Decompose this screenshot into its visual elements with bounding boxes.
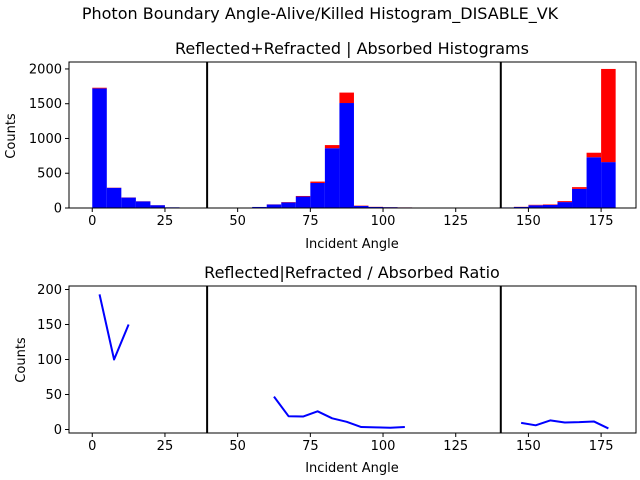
histogram-bar-alive-95 xyxy=(368,206,384,208)
histogram-bar-alive-80 xyxy=(324,148,340,208)
histogram-bar-killed-80 xyxy=(324,145,340,149)
histogram-bar-alive-5 xyxy=(106,187,122,208)
histogram-bar-alive-60 xyxy=(266,204,282,208)
histogram-bar-killed-165 xyxy=(572,187,587,189)
ratio-panel: Reflected|Refracted / Absorbed Ratio 0 25… xyxy=(14,263,637,476)
ratio-x-tick-label-150: 150 xyxy=(516,439,541,454)
ratio-line-segment-1 xyxy=(98,294,130,361)
ratio-x-tick-label-50: 50 xyxy=(229,439,246,454)
histogram-x-tick-label-25: 25 xyxy=(157,214,174,229)
histogram-bar-killed-70 xyxy=(295,195,311,197)
histogram-y-tick-label-0: 0 xyxy=(54,202,62,217)
histogram-bar-alive-155 xyxy=(542,204,558,208)
histogram-bar-alive-20 xyxy=(150,205,165,208)
histogram-bar-alive-175 xyxy=(601,162,616,208)
figure-suptitle: Photon Boundary Angle-Alive/Killed Histo… xyxy=(82,4,559,24)
ratio-x-tick-label-25: 25 xyxy=(157,439,174,454)
histogram-marks xyxy=(92,62,616,208)
histogram-bar-alive-165 xyxy=(572,188,587,208)
histogram-bar-alive-170 xyxy=(586,157,602,208)
ratio-x-tick-label-125: 125 xyxy=(443,439,468,454)
histogram-plot-area: 0 25 50 75 100 125 150 175 0 500 1000 1500 2000 xyxy=(29,61,637,229)
ratio-y-tick-label-200: 200 xyxy=(37,283,62,298)
ratio-marks xyxy=(98,286,609,433)
ratio-line-segment-2 xyxy=(273,396,405,429)
ratio-x-tick-label-75: 75 xyxy=(302,439,319,454)
histogram-y-tick-label-1500: 1500 xyxy=(29,97,62,112)
histogram-axes-frame xyxy=(68,61,637,209)
histogram-bar-alive-90 xyxy=(353,205,369,208)
ratio-line-segment-3 xyxy=(520,419,609,430)
histogram-bar-killed-160 xyxy=(557,201,573,203)
histogram-x-tick-label-100: 100 xyxy=(371,214,396,229)
histogram-x-tick-label-150: 150 xyxy=(516,214,541,229)
histogram-title: Reflected+Refracted | Absorbed Histogram… xyxy=(175,39,529,58)
histogram-bar-alive-145 xyxy=(513,206,529,208)
histogram-bar-alive-85 xyxy=(339,103,354,208)
histogram-bar-killed-175 xyxy=(601,68,616,163)
ratio-y-axis-label: Counts xyxy=(14,337,29,383)
histogram-bar-alive-10 xyxy=(121,197,136,208)
histogram-x-tick-label-50: 50 xyxy=(229,214,246,229)
histogram-bar-alive-55 xyxy=(252,206,267,208)
ratio-x-tick-label-175: 175 xyxy=(589,439,614,454)
histogram-y-tick-label-2000: 2000 xyxy=(29,62,62,77)
histogram-x-tick-label-75: 75 xyxy=(302,214,319,229)
histogram-bar-alive-160 xyxy=(557,202,573,208)
histogram-bar-killed-170 xyxy=(586,152,602,158)
histogram-y-tick-label-500: 500 xyxy=(37,167,62,182)
histogram-y-tick-label-1000: 1000 xyxy=(29,132,62,147)
ratio-x-tick-label-100: 100 xyxy=(371,439,396,454)
histogram-bar-killed-75 xyxy=(310,181,325,183)
histogram-bar-killed-85 xyxy=(339,92,354,104)
histogram-y-axis-label: Counts xyxy=(4,113,19,159)
histogram-bar-alive-75 xyxy=(310,182,325,208)
ratio-y-tick-label-100: 100 xyxy=(37,353,62,368)
ratio-y-tick-label-50: 50 xyxy=(45,388,62,403)
ratio-plot-area: 0 25 50 75 100 125 150 175 0 50 100 150 200 xyxy=(37,283,637,454)
histogram-bar-alive-150 xyxy=(528,205,543,208)
histogram-bar-alive-70 xyxy=(295,196,311,208)
ratio-x-tick-label-0: 0 xyxy=(88,439,96,454)
histogram-bar-alive-15 xyxy=(135,201,151,208)
histogram-x-tick-label-125: 125 xyxy=(443,214,468,229)
histogram-x-tick-label-175: 175 xyxy=(589,214,614,229)
histogram-bar-alive-0 xyxy=(92,88,107,208)
histogram-bar-killed-0 xyxy=(92,87,107,89)
ratio-y-tick-label-0: 0 xyxy=(54,423,62,438)
ratio-title: Reflected|Refracted / Absorbed Ratio xyxy=(204,263,500,282)
ratio-y-tick-label-150: 150 xyxy=(37,318,62,333)
histogram-bar-alive-65 xyxy=(281,202,296,208)
ratio-x-axis-label: Incident Angle xyxy=(305,461,399,476)
histogram-panel: Reflected+Refracted | Absorbed Histogram… xyxy=(4,39,637,252)
histogram-x-tick-label-0: 0 xyxy=(88,214,96,229)
histogram-x-axis-label: Incident Angle xyxy=(305,237,399,252)
